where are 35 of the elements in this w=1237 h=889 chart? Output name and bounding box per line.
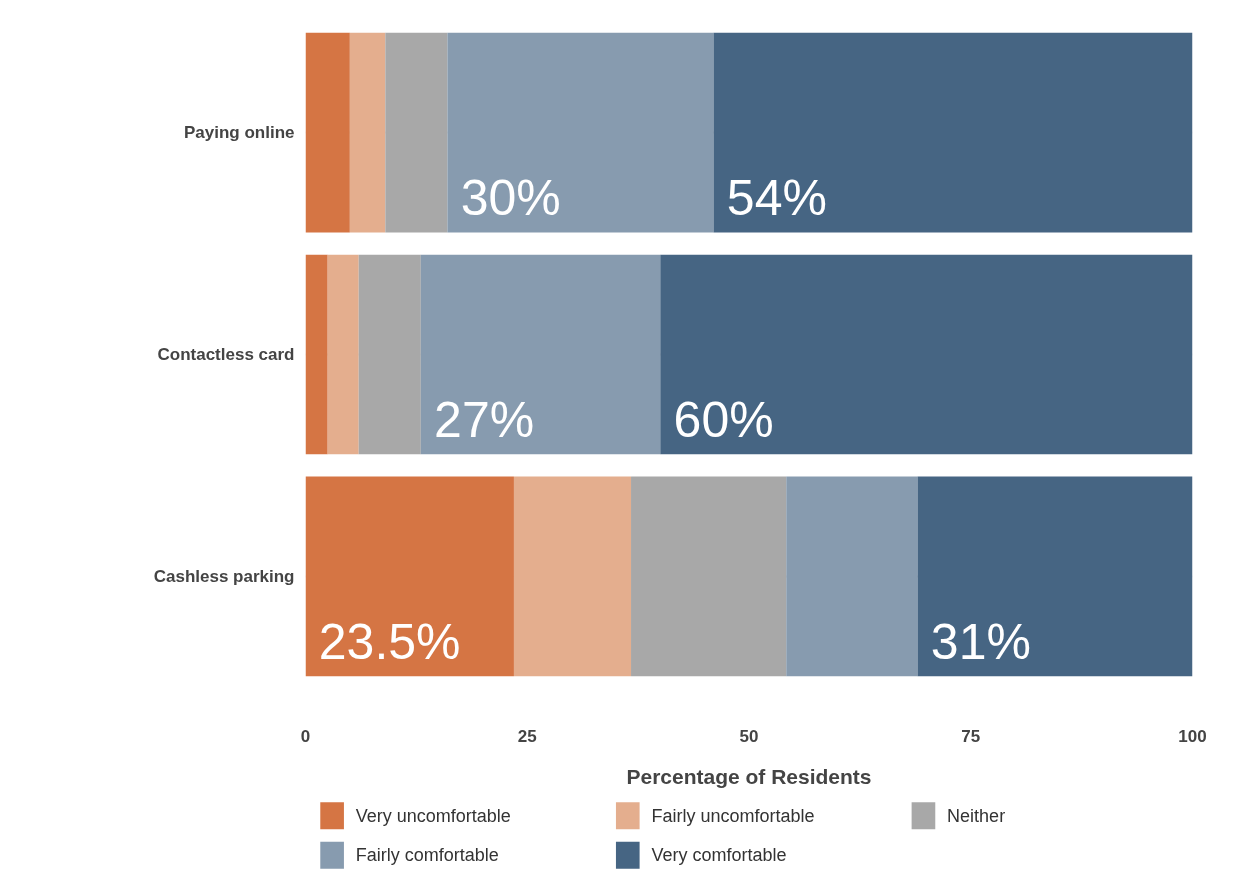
data-label: 60% bbox=[673, 391, 774, 448]
bar bbox=[447, 32, 714, 233]
legend-label: Very comfortable bbox=[651, 845, 787, 866]
bar bbox=[786, 476, 918, 677]
x-tick-label: 0 bbox=[300, 726, 311, 746]
bar bbox=[660, 254, 1193, 455]
data-label: 27% bbox=[434, 391, 535, 448]
x-axis-title: Percentage of Residents bbox=[626, 764, 872, 788]
bar bbox=[420, 254, 661, 455]
legend-label: Fairly comfortable bbox=[355, 845, 499, 866]
data-label: 23.5% bbox=[318, 613, 461, 670]
bar bbox=[713, 32, 1193, 233]
bar bbox=[358, 254, 421, 455]
data-label: 30% bbox=[460, 169, 561, 226]
bar bbox=[305, 254, 328, 455]
legend-label: Neither bbox=[947, 805, 1006, 826]
bar bbox=[327, 254, 359, 455]
y-tick-label: Cashless parking bbox=[153, 566, 295, 586]
bar bbox=[631, 476, 787, 677]
data-label: 54% bbox=[726, 169, 827, 226]
bar bbox=[305, 32, 350, 233]
x-tick-label: 100 bbox=[1178, 726, 1207, 746]
x-tick-label: 25 bbox=[517, 726, 537, 746]
bar bbox=[917, 476, 1193, 677]
data-label: 31% bbox=[930, 613, 1031, 670]
bar bbox=[385, 32, 448, 233]
bar bbox=[349, 32, 386, 233]
bar bbox=[513, 476, 632, 677]
x-tick-label: 75 bbox=[961, 726, 981, 746]
y-tick-label: Contactless card bbox=[157, 345, 295, 364]
bar bbox=[305, 476, 514, 677]
legend-label: Very uncomfortable bbox=[355, 805, 511, 826]
x-tick-label: 50 bbox=[739, 726, 759, 746]
legend-label: Fairly uncomfortable bbox=[651, 805, 815, 826]
y-tick-label: Paying online bbox=[183, 123, 295, 143]
